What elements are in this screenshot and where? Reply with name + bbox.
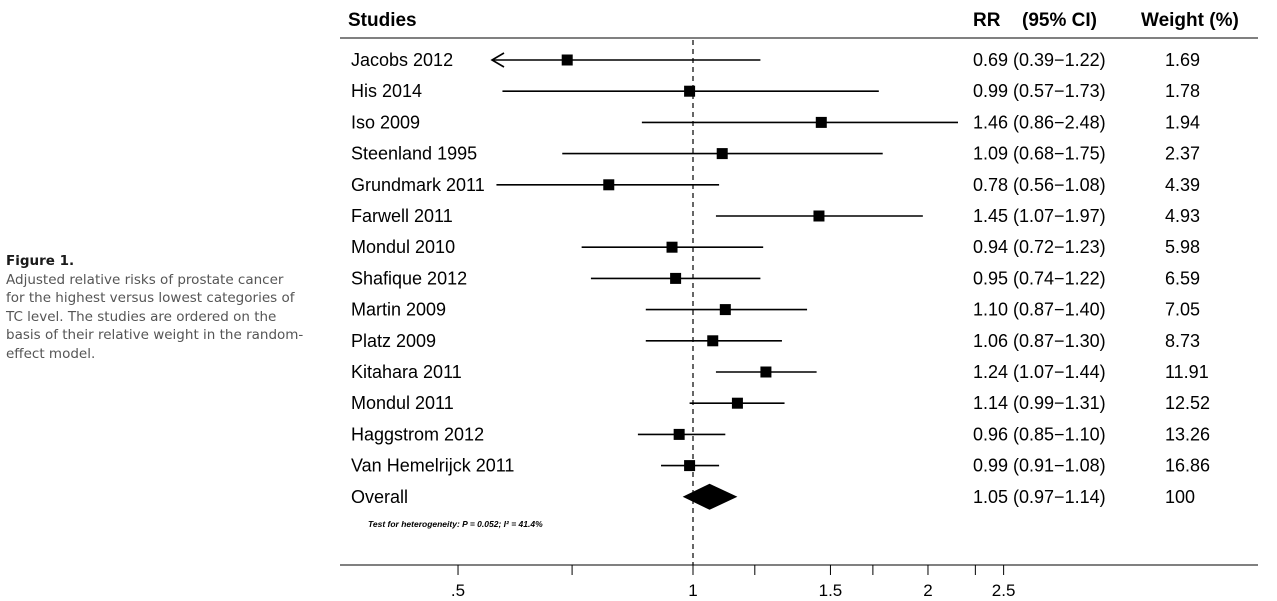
study-weight: 5.98: [1165, 237, 1200, 257]
study-rr-ci: 0.78 (0.56−1.08): [973, 175, 1106, 195]
study-weight: 13.26: [1165, 424, 1210, 444]
study-name: Platz 2009: [351, 331, 436, 351]
point-estimate-marker: [561, 54, 573, 66]
study-rr-ci: 1.46 (0.86−2.48): [973, 112, 1106, 132]
study-name: Iso 2009: [351, 112, 420, 132]
study-name: Grundmark 2011: [351, 175, 485, 195]
point-estimate-marker: [813, 210, 825, 222]
point-estimate-marker: [707, 335, 719, 347]
study-weight: 6.59: [1165, 268, 1200, 288]
point-estimate-marker: [673, 428, 685, 440]
figure-caption-text: Adjusted relative risks of prostate canc…: [6, 271, 304, 362]
study-rr-ci: 1.45 (1.07−1.97): [973, 206, 1106, 226]
heterogeneity-note: Test for heterogeneity: P = 0.052; I² = …: [368, 519, 543, 529]
header-weight: Weight (%): [1141, 10, 1239, 31]
x-tick-label: 2: [923, 581, 932, 600]
overall-weight: 100: [1165, 487, 1195, 507]
study-rr-ci: 1.10 (0.87−1.40): [973, 300, 1106, 320]
study-weight: 8.73: [1165, 331, 1200, 351]
point-estimate-marker: [666, 241, 678, 253]
study-name: Shafique 2012: [351, 268, 467, 288]
overall-rr-ci: 1.05 (0.97−1.14): [973, 487, 1106, 507]
study-rr-ci: 0.69 (0.39−1.22): [973, 50, 1106, 70]
study-rr-ci: 0.99 (0.91−1.08): [973, 456, 1106, 476]
overall-label: Overall: [351, 487, 408, 507]
study-name: Jacobs 2012: [351, 50, 453, 70]
x-tick-label: 1: [688, 581, 697, 600]
study-weight: 1.69: [1165, 50, 1200, 70]
header-studies: Studies: [348, 10, 417, 31]
point-estimate-marker: [684, 460, 696, 472]
study-rr-ci: 1.24 (1.07−1.44): [973, 362, 1106, 382]
x-tick-label: .5: [451, 581, 465, 600]
study-weight: 12.52: [1165, 393, 1210, 413]
header-rr: RR: [973, 10, 1001, 31]
point-estimate-marker: [760, 366, 772, 378]
study-weight: 4.39: [1165, 175, 1200, 195]
study-name: His 2014: [351, 81, 422, 101]
study-weight: 1.94: [1165, 112, 1200, 132]
study-weight: 16.86: [1165, 456, 1210, 476]
study-name: Kitahara 2011: [351, 362, 462, 382]
point-estimate-marker: [719, 304, 731, 316]
study-rr-ci: 0.99 (0.57−1.73): [973, 81, 1106, 101]
x-tick-label: 2.5: [992, 581, 1016, 600]
study-rr-ci: 0.95 (0.74−1.22): [973, 268, 1106, 288]
study-name: Haggstrom 2012: [351, 424, 484, 444]
figure-label: Figure 1.: [6, 253, 75, 269]
study-rr-ci: 1.14 (0.99−1.31): [973, 393, 1106, 413]
point-estimate-marker: [815, 116, 827, 128]
point-estimate-marker: [731, 397, 743, 409]
study-name: Steenland 1995: [351, 144, 477, 164]
study-weight: 7.05: [1165, 300, 1200, 320]
study-name: Van Hemelrijck 2011: [351, 456, 514, 476]
point-estimate-marker: [684, 85, 696, 97]
study-weight: 11.91: [1165, 362, 1209, 382]
study-weight: 2.37: [1165, 144, 1200, 164]
study-rr-ci: 0.94 (0.72−1.23): [973, 237, 1106, 257]
study-name: Martin 2009: [351, 300, 446, 320]
study-weight: 4.93: [1165, 206, 1200, 226]
study-rr-ci: 1.09 (0.68−1.75): [973, 144, 1106, 164]
figure-caption: Figure 1. Adjusted relative risks of pro…: [6, 252, 306, 363]
x-tick-label: 1.5: [819, 581, 843, 600]
point-estimate-marker: [716, 148, 728, 160]
point-estimate-marker: [603, 179, 615, 191]
study-rr-ci: 0.96 (0.85−1.10): [973, 424, 1106, 444]
study-name: Farwell 2011: [351, 206, 453, 226]
header-ci: (95% CI): [1022, 10, 1097, 31]
study-name: Mondul 2011: [351, 393, 454, 413]
study-rr-ci: 1.06 (0.87−1.30): [973, 331, 1106, 351]
study-weight: 1.78: [1165, 81, 1200, 101]
study-name: Mondul 2010: [351, 237, 455, 257]
overall-diamond: [682, 483, 738, 510]
point-estimate-marker: [670, 272, 682, 284]
